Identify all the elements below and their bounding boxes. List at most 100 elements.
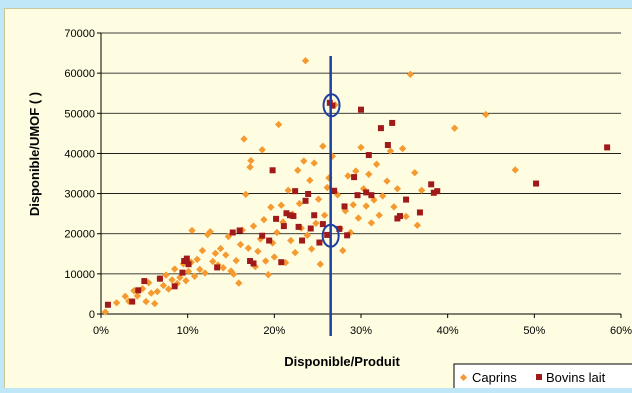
- data-point-bovins-lait: [430, 189, 437, 196]
- data-point-caprins: [352, 167, 360, 175]
- data-point-bovins-lait: [295, 223, 302, 230]
- data-point-caprins: [232, 256, 240, 265]
- data-point-bovins-lait: [604, 144, 611, 151]
- data-point-bovins-lait: [316, 239, 323, 246]
- data-point-caprins: [147, 289, 155, 297]
- data-point-caprins: [142, 297, 150, 306]
- data-point-bovins-lait: [236, 227, 243, 234]
- data-point-caprins: [264, 270, 272, 279]
- data-point-caprins: [406, 70, 415, 79]
- data-point-bovins-lait: [185, 261, 192, 268]
- data-point-caprins: [413, 221, 422, 229]
- legend-marker-caprins: [459, 373, 468, 382]
- data-point-caprins: [235, 279, 243, 287]
- data-point-caprins: [258, 146, 266, 154]
- data-point-caprins: [375, 211, 383, 219]
- y-tick-label: 60000: [64, 68, 95, 80]
- data-point-bovins-lait: [156, 275, 163, 282]
- data-point-caprins: [242, 190, 250, 199]
- data-point-caprins: [344, 172, 352, 180]
- chart-background: 0 10000 20000 30000 40000 50000 60000 70000 0% 1…: [4, 8, 632, 391]
- y-tick-labels: 0 10000 20000 30000 40000 50000 60000 70000: [64, 28, 95, 321]
- data-point-caprins: [294, 166, 302, 174]
- data-point-bovins-lait: [141, 278, 148, 285]
- data-point-bovins-lait: [302, 197, 309, 204]
- data-point-caprins: [390, 203, 398, 211]
- series-caprins: [101, 57, 519, 316]
- data-point-caprins: [151, 299, 159, 308]
- data-point-bovins-lait: [363, 189, 370, 196]
- x-tick-label: 50%: [523, 325, 545, 337]
- y-tick-label: 20000: [64, 229, 95, 241]
- data-point-caprins: [162, 271, 170, 279]
- data-point-caprins: [372, 160, 381, 168]
- data-point-caprins: [240, 135, 248, 143]
- data-point-caprins: [236, 240, 245, 249]
- data-point-caprins: [159, 281, 168, 290]
- data-point-caprins: [319, 142, 327, 150]
- data-point-caprins: [383, 177, 391, 185]
- data-point-bovins-lait: [319, 221, 326, 228]
- data-point-caprins: [153, 287, 162, 296]
- data-point-caprins: [307, 245, 316, 253]
- data-point-caprins: [320, 211, 329, 219]
- legend-label-caprins: Caprins: [472, 370, 517, 385]
- data-point-caprins: [482, 110, 490, 119]
- data-point-caprins: [206, 228, 214, 236]
- data-point-caprins: [300, 157, 308, 165]
- axes: [97, 32, 622, 318]
- data-point-caprins: [367, 219, 376, 227]
- data-point-caprins: [357, 143, 365, 152]
- data-point-caprins: [222, 251, 230, 259]
- data-point-bovins-lait: [416, 209, 423, 216]
- x-tick-label: 20%: [263, 325, 285, 337]
- data-point-caprins: [101, 308, 110, 316]
- series-bovins-lait: [104, 99, 611, 308]
- data-point-caprins: [393, 185, 402, 193]
- data-point-bovins-lait: [428, 181, 435, 188]
- data-point-caprins: [450, 124, 459, 132]
- gridlines: [101, 32, 621, 315]
- data-point-caprins: [339, 246, 347, 255]
- data-point-bovins-lait: [368, 192, 375, 199]
- data-point-bovins-lait: [292, 188, 299, 195]
- data-point-caprins: [254, 247, 262, 256]
- annotations: [321, 56, 341, 336]
- data-point-caprins: [270, 253, 279, 261]
- data-point-caprins: [247, 156, 255, 165]
- data-point-caprins: [193, 255, 201, 264]
- data-point-bovins-lait: [389, 119, 396, 126]
- data-point-bovins-lait: [351, 174, 358, 181]
- data-point-bovins-lait: [324, 231, 331, 238]
- y-tick-label: 0: [89, 309, 95, 321]
- x-tick-labels: 0% 10% 20% 30% 40% 50% 60%: [93, 325, 632, 337]
- data-point-caprins: [306, 176, 314, 185]
- data-point-caprins: [112, 299, 121, 307]
- data-point-bovins-lait: [278, 259, 285, 266]
- data-point-caprins: [274, 120, 283, 129]
- data-point-bovins-lait: [329, 102, 336, 109]
- data-point-caprins: [261, 257, 270, 265]
- legend-box: [453, 363, 632, 391]
- data-point-caprins: [316, 260, 324, 268]
- data-point-caprins: [287, 236, 295, 245]
- data-point-caprins: [417, 186, 426, 195]
- data-point-bovins-lait: [311, 212, 318, 219]
- data-point-bovins-lait: [179, 269, 186, 276]
- data-point-caprins: [209, 257, 217, 266]
- x-axis-title: Disponible/Produit: [284, 354, 400, 369]
- data-point-bovins-lait: [135, 287, 142, 294]
- data-point-bovins-lait: [171, 283, 178, 290]
- y-axis-title: Disponible/UMOF ( ): [27, 92, 42, 216]
- data-point-caprins: [229, 270, 238, 278]
- y-tick-label: 50000: [64, 108, 95, 120]
- data-point-bovins-lait: [266, 237, 273, 244]
- data-point-bovins-lait: [250, 260, 257, 267]
- data-point-caprins: [365, 170, 373, 178]
- legend: Caprins Bovins lait: [453, 363, 632, 391]
- y-tick-label: 10000: [64, 269, 95, 281]
- x-tick-label: 0%: [93, 325, 109, 337]
- scatter-chart: 0 10000 20000 30000 40000 50000 60000 70000 0% 1…: [27, 28, 632, 391]
- data-point-bovins-lait: [341, 203, 348, 210]
- data-point-bovins-lait: [280, 223, 287, 230]
